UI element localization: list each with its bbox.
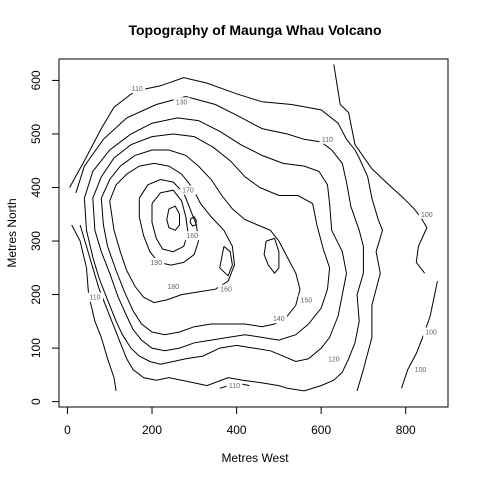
- contour-line-180-0: [151, 189, 189, 253]
- contour-label-bg: [218, 284, 235, 294]
- y-tick-label: 400: [29, 177, 43, 197]
- contour-labels: 110 130 110 170 160 100 190 180 160 150 140 110 120 1…: [86, 83, 440, 391]
- contour-label-bg: [319, 134, 336, 144]
- contour-label-bg: [184, 231, 201, 241]
- x-axis-label: Metres West: [221, 451, 289, 465]
- y-tick-label: 600: [29, 70, 43, 90]
- contour-line-120-1: [79, 224, 208, 387]
- chart-title: Topography of Maunga Whau Volcano: [128, 22, 381, 38]
- contour-line-190-0: [166, 205, 180, 231]
- contour-label: 150: [301, 297, 313, 304]
- contour-label-bg: [86, 292, 103, 302]
- contour-label-bg: [298, 295, 315, 305]
- y-tick-label: 0: [29, 398, 43, 405]
- contour-label: 110: [89, 295, 100, 302]
- contour-line-160-2: [219, 246, 233, 277]
- contour-line-130-0: [83, 117, 348, 365]
- plot-frame: [58, 58, 449, 408]
- contour-label-bg: [418, 209, 435, 219]
- contour-label-bg: [412, 365, 429, 375]
- contour-line-195-0: [189, 216, 197, 227]
- x-tick-label: 400: [227, 423, 247, 437]
- contour-label-bg: [148, 257, 165, 267]
- y-tick-label: 300: [29, 231, 43, 251]
- contour-line-110-1: [71, 224, 117, 391]
- x-tick-label: 600: [311, 423, 331, 437]
- contour-label: 110: [229, 383, 240, 390]
- contour-label: 120: [328, 356, 340, 363]
- contour-label: 170: [182, 188, 194, 195]
- contour-line-100-0: [333, 64, 428, 274]
- y-axis: 0 100 200 300 400 500 600: [29, 70, 60, 405]
- contour-label-bg: [226, 381, 243, 391]
- contour-label: 100: [425, 330, 437, 337]
- contour-line-170-0: [138, 178, 200, 266]
- contour-label: 160: [186, 233, 198, 240]
- x-tick-label: 200: [142, 423, 162, 437]
- contour-label: 100: [415, 367, 427, 374]
- contour-label: 100: [421, 212, 433, 219]
- contour-line-100-1: [401, 281, 438, 389]
- y-axis-label: Metres North: [5, 198, 19, 267]
- contour-line-120-0: [75, 95, 364, 392]
- contour-label: 140: [273, 316, 285, 323]
- contour-line-140-0: [92, 133, 331, 352]
- contour-line-160-1: [263, 237, 280, 275]
- contour-label-bg: [165, 282, 182, 292]
- x-axis: 0 200 400 600 800: [64, 406, 416, 437]
- contour-lines: [69, 64, 438, 392]
- y-tick-label: 500: [29, 124, 43, 144]
- contour-label-bg: [129, 83, 146, 93]
- contour-line-150-0: [100, 149, 301, 336]
- contour-line-160-0: [109, 162, 236, 304]
- contour-label-bg: [179, 185, 196, 195]
- contour-label-bg: [325, 354, 342, 364]
- x-tick-label: 0: [64, 423, 71, 437]
- contour-label: 190: [150, 260, 162, 267]
- contour-label: 110: [322, 137, 333, 144]
- contour-label-bg: [270, 314, 287, 324]
- contour-label: 130: [176, 99, 188, 106]
- y-tick-label: 100: [29, 338, 43, 358]
- contour-label-bg: [423, 327, 440, 337]
- contour-label: 180: [167, 284, 179, 291]
- y-tick-label: 200: [29, 284, 43, 304]
- contour-label: 110: [132, 86, 143, 93]
- x-tick-label: 800: [396, 423, 416, 437]
- contour-label-bg: [173, 97, 190, 107]
- contour-label: 160: [220, 287, 232, 294]
